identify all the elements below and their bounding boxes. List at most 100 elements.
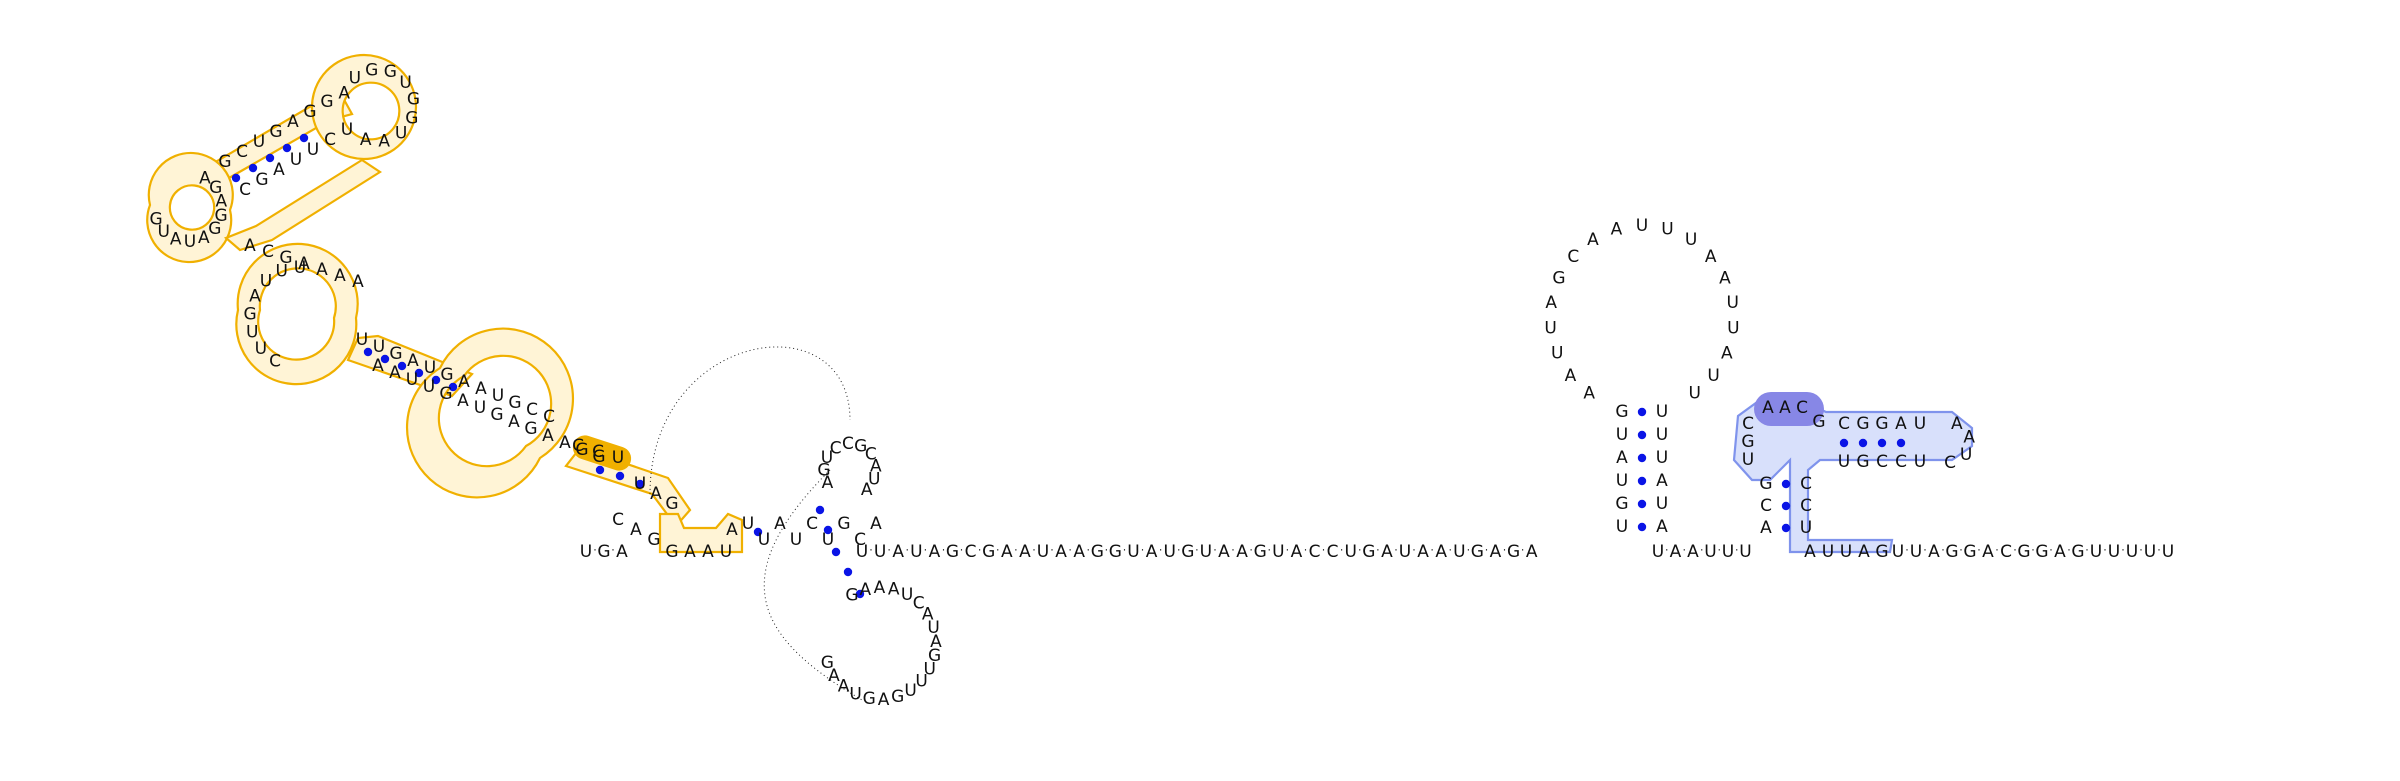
domain-a-junction: G — [665, 542, 678, 562]
domain-a-helix-1: G — [218, 152, 231, 172]
backbone-link: · — [2139, 544, 2143, 557]
hairpin-2-stem-left: A — [1760, 518, 1772, 538]
domain-a-junction: G — [647, 530, 660, 550]
domain-a-helix-2: U — [341, 120, 353, 140]
domain-a-mid: A — [298, 254, 310, 274]
pk-lower-loop: G — [845, 586, 858, 606]
backbone-nucleotide: A — [1055, 542, 1067, 562]
pk-upper-loop: G — [854, 436, 867, 456]
hairpin-2-purple: A — [1779, 398, 1791, 418]
domain-a-internal-loop: U — [260, 271, 272, 291]
domain-a-helix-2: U — [307, 140, 319, 160]
backbone-link: · — [1683, 544, 1687, 557]
backbone-link: · — [2085, 544, 2089, 557]
backbone-nucleotide: G — [2035, 542, 2048, 562]
backbone-nucleotide: A — [1381, 542, 1393, 562]
domain-a-helix-1: A — [287, 112, 299, 132]
base-pair-dot — [1637, 476, 1647, 486]
hairpin-1-loop: U — [1685, 230, 1697, 250]
backbone-link: · — [2031, 544, 2035, 557]
hairpin-2-stem-left: C — [1760, 496, 1772, 516]
base-pair-dot — [615, 471, 625, 481]
backbone-nucleotide: A — [929, 542, 941, 562]
backbone-link: · — [1249, 544, 1253, 557]
backbone-nucleotide: A — [1490, 542, 1502, 562]
base-pair-dot — [1637, 453, 1647, 463]
pk-lower-loop: U — [927, 618, 939, 638]
hairpin-2-top: C — [1838, 414, 1850, 434]
hairpin-1-loop: C — [1567, 247, 1579, 267]
hairpin-1-loop: U — [1727, 293, 1739, 313]
domain-a-lower-1: G — [508, 393, 521, 413]
backbone-link: · — [1068, 544, 1072, 557]
base-pair-dot — [1637, 499, 1647, 509]
hairpin-2-stem-right: U — [1800, 518, 1812, 538]
domain-a-left-loop: G — [149, 210, 162, 230]
pk-lower-loop: U — [924, 660, 936, 680]
pk-upper-loop: U — [821, 448, 833, 468]
backbone-link: · — [1503, 544, 1507, 557]
backbone-link: · — [1430, 544, 1434, 557]
hairpin-1-stem-left: G — [1615, 494, 1628, 514]
base-pair-dot — [1858, 438, 1868, 448]
backbone-link: · — [1959, 544, 1963, 557]
backbone-link: · — [1322, 544, 1326, 557]
domain-a-helix-1: U — [253, 132, 265, 152]
backbone-nucleotide: C — [1327, 542, 1339, 562]
backbone-nucleotide: G — [1945, 542, 1958, 562]
backbone-nucleotide: A — [1928, 542, 1940, 562]
backbone-nucleotide: G — [597, 542, 610, 562]
domain-a-lower-1: U — [373, 337, 385, 357]
domain-a-lower-2: G — [490, 405, 503, 425]
backbone-nucleotide: U — [2108, 542, 2120, 562]
hairpin-2-bottom: C — [1876, 452, 1888, 472]
backbone-nucleotide: A — [1417, 542, 1429, 562]
pk-linker: U — [758, 530, 770, 550]
pk-lower-loop: G — [863, 689, 876, 709]
backbone-link: · — [1286, 544, 1290, 557]
domain-a-internal-loop: A — [249, 286, 261, 306]
backbone-link: · — [1923, 544, 1927, 557]
domain-a-mid: A — [244, 236, 256, 256]
backbone-nucleotide: A — [1218, 542, 1230, 562]
domain-a-apical-loop: U — [349, 68, 361, 88]
backbone-link: · — [2157, 544, 2161, 557]
domain-a-apical-loop: G — [407, 90, 420, 110]
backbone-link: · — [924, 544, 928, 557]
backbone-nucleotide: G — [1181, 542, 1194, 562]
domain-a-apical-loop: G — [365, 61, 378, 81]
backbone-nucleotide: A — [1073, 542, 1085, 562]
pk-upper-loop: C — [830, 438, 842, 458]
domain-a-internal-loop: G — [244, 304, 257, 324]
base-pair-dot — [1637, 430, 1647, 440]
backbone-link: · — [1665, 544, 1669, 557]
domain-a-lower-1: G — [389, 344, 402, 364]
backbone-nucleotide: G — [1963, 542, 1976, 562]
backbone-nucleotide: U — [2144, 542, 2156, 562]
hairpin-1-stem-left: A — [1616, 448, 1628, 468]
backbone-nucleotide: U — [1399, 542, 1411, 562]
backbone-nucleotide: U — [2126, 542, 2138, 562]
domain-a-junction: A — [630, 520, 642, 540]
domain-a-lower-2: G — [524, 419, 537, 439]
domain-a-junction: A — [702, 542, 714, 562]
hairpin-1-stem-right: U — [1656, 425, 1668, 445]
domain-a-yellow-mark: U — [612, 448, 624, 468]
domain-a-lower-1: C — [543, 407, 555, 427]
backbone-nucleotide: U — [1704, 542, 1716, 562]
hairpin-1-loop: U — [1661, 220, 1673, 240]
backbone-link: · — [1340, 544, 1344, 557]
backbone-link: · — [1231, 544, 1235, 557]
domain-a-apical-loop: G — [405, 108, 418, 128]
hairpin-1-loop: U — [1636, 216, 1648, 236]
pk-linker: C — [806, 514, 818, 534]
backbone-link: · — [1700, 544, 1704, 557]
domain-a-lower-1: U — [356, 330, 368, 350]
pk-linker: U — [790, 530, 802, 550]
pk-lower-loop: U — [904, 681, 916, 701]
hairpin-1-loop: U — [1689, 383, 1701, 403]
backbone-nucleotide: A — [1146, 542, 1158, 562]
base-pair-dot — [1781, 523, 1791, 533]
base-pair-dot — [823, 525, 833, 535]
domain-a-helix-1: C — [236, 142, 248, 162]
